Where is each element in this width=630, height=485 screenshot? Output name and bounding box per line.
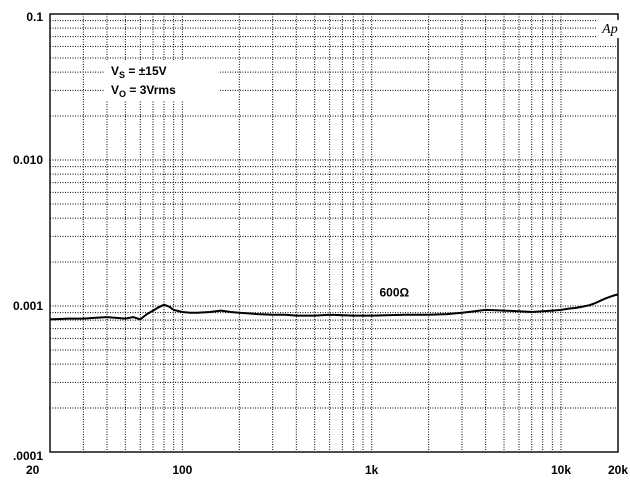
x-tick-label: 10k: [551, 463, 571, 477]
vo-condition-label: VO = 3Vrms: [111, 83, 176, 99]
series-label: 600Ω: [380, 286, 410, 300]
x-tick-label: 20k: [608, 463, 628, 477]
x-tick-label: 1k: [365, 463, 379, 477]
x-tick-label: 100: [172, 463, 192, 477]
ap-logo: Ap: [601, 22, 618, 37]
series-lines: [49, 293, 619, 321]
vs-condition-label: VS = ±15V: [111, 64, 167, 80]
y-tick-label: 0.1: [26, 10, 43, 24]
series-line: [49, 293, 619, 321]
x-tick-label: 20: [26, 463, 40, 477]
conditions-box: VS = ±15V VO = 3Vrms: [104, 60, 220, 100]
y-tick-labels: 0.1 0.010 0.001 .0001: [13, 10, 43, 463]
series-label-bg: [374, 284, 419, 301]
logo-bg: [597, 20, 630, 39]
y-tick-label: .0001: [13, 449, 43, 463]
y-tick-label: 0.010: [13, 153, 43, 167]
y-tick-label: 0.001: [13, 299, 43, 313]
x-tick-labels: 20 100 1k 10k 20k: [26, 463, 628, 477]
annotations: 600Ω Ap: [374, 20, 630, 301]
